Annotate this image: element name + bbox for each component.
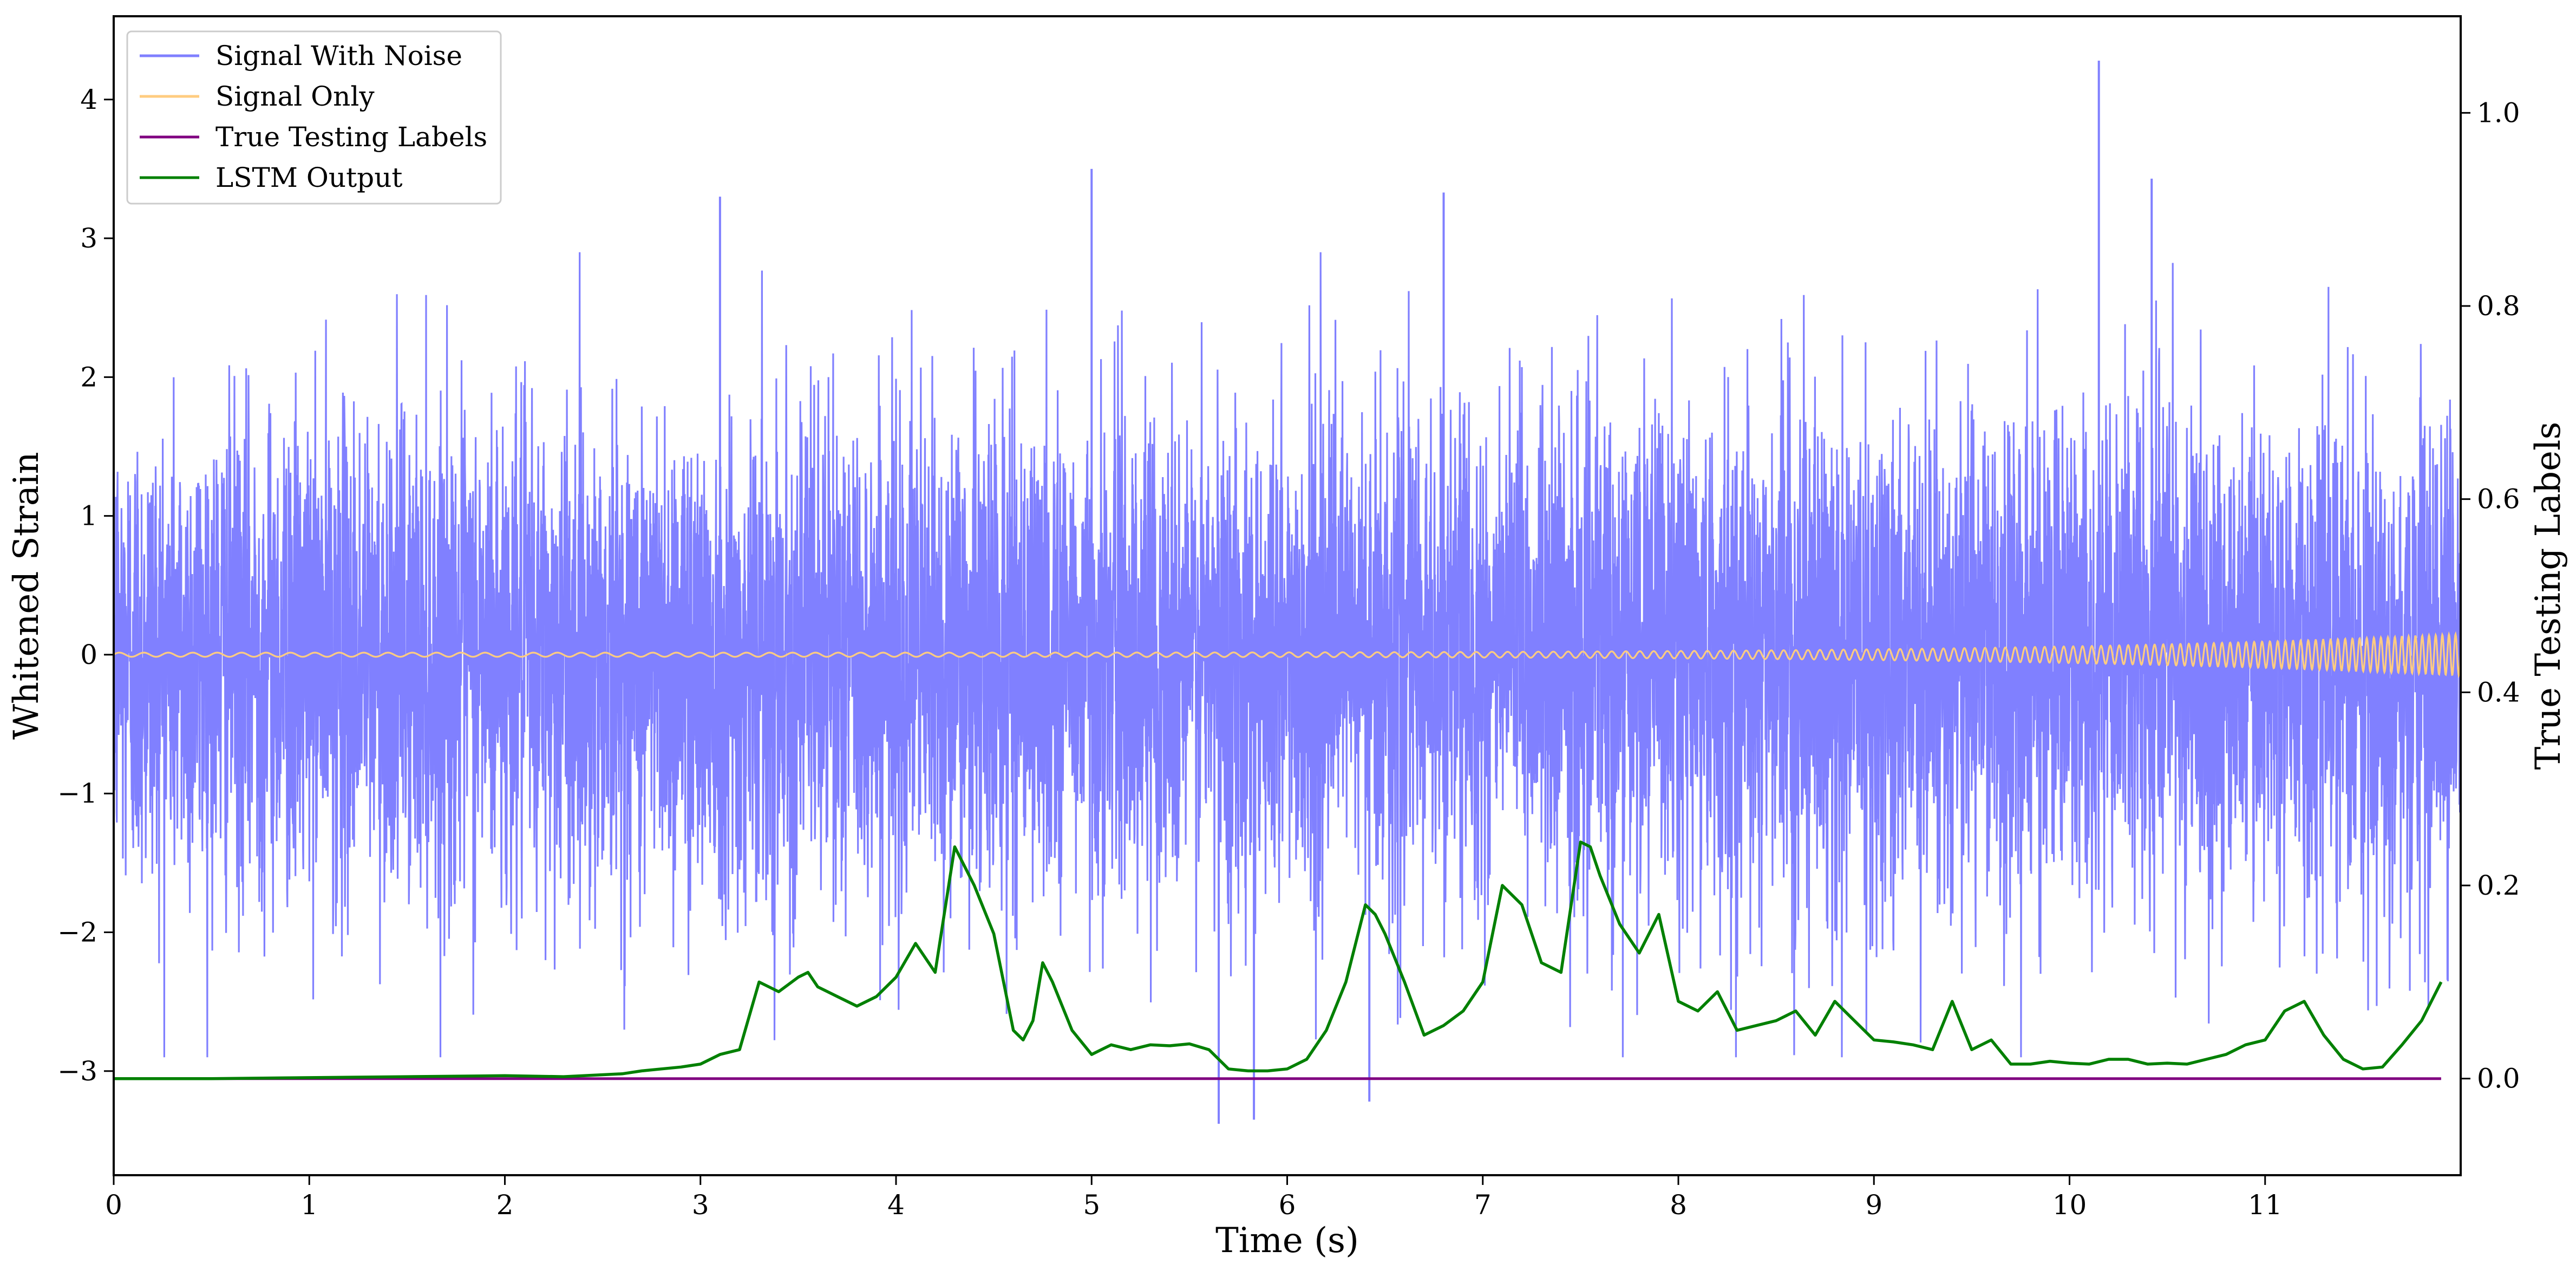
y-left-tick-label: 4 — [80, 84, 97, 115]
x-tick-label: 5 — [1083, 1189, 1100, 1221]
signal-only-layer — [113, 631, 2462, 679]
series-lstm-output — [114, 841, 2443, 1080]
x-tick-label: 10 — [2052, 1189, 2087, 1221]
x-tick-label: 3 — [692, 1189, 709, 1221]
legend-label-signal-only: Signal Only — [215, 81, 375, 112]
y-axis-left-title: Whitened Strain — [6, 452, 47, 739]
legend-label-signal-with-noise: Signal With Noise — [215, 40, 462, 71]
y-right-tick-label: 0.6 — [2477, 484, 2520, 515]
y-right-tick-label: 0.2 — [2477, 870, 2520, 901]
y-left-tick-label: 2 — [80, 361, 97, 393]
y-left-tick-label: 1 — [80, 500, 97, 532]
x-tick-label: 11 — [2248, 1189, 2283, 1221]
y-right-tick-label: 0.0 — [2477, 1063, 2520, 1094]
y-left-tick-label: −1 — [57, 778, 97, 809]
x-tick-label: 4 — [887, 1189, 905, 1221]
y-left-tick-label: −3 — [57, 1056, 97, 1087]
legend-label-lstm-output: LSTM Output — [215, 162, 402, 193]
series-signal-with-noise — [113, 252, 2462, 1058]
y-axis-right-title: True Testing Labels — [2528, 422, 2568, 770]
x-tick-label: 9 — [1865, 1189, 1882, 1221]
legend: Signal With Noise Signal Only True Testi… — [126, 30, 502, 205]
y-left-tick-label: 0 — [80, 639, 97, 670]
x-axis-title: Time (s) — [1215, 1221, 1359, 1261]
y-right-tick-label: 0.8 — [2477, 290, 2520, 322]
y-left-tick-label: 3 — [80, 223, 97, 254]
series-signal-only — [113, 631, 2462, 679]
x-tick-label: 7 — [1474, 1189, 1492, 1221]
x-tick-label: 1 — [300, 1189, 318, 1221]
lstm-output-layer — [114, 841, 2443, 1080]
y-left-tick-label: −2 — [57, 916, 97, 948]
x-tick-label: 6 — [1279, 1189, 1296, 1221]
legend-box — [126, 30, 502, 205]
y-right-tick-label: 1.0 — [2477, 97, 2520, 128]
x-tick-label: 8 — [1670, 1189, 1687, 1221]
signal-with-noise-layer — [113, 61, 2462, 1124]
x-tick-label: 2 — [496, 1189, 514, 1221]
y-right-tick-label: 0.4 — [2477, 676, 2520, 708]
legend-label-true-testing-labels: True Testing Labels — [215, 121, 487, 153]
axes-layer: 0 1 2 3 4 5 6 7 8 9 10 11 −3 −2 −1 0 1 2 3 4 0.0 0.2 0.4 0.6 0.8… — [57, 84, 2520, 1221]
x-tick-label: 0 — [105, 1189, 122, 1221]
